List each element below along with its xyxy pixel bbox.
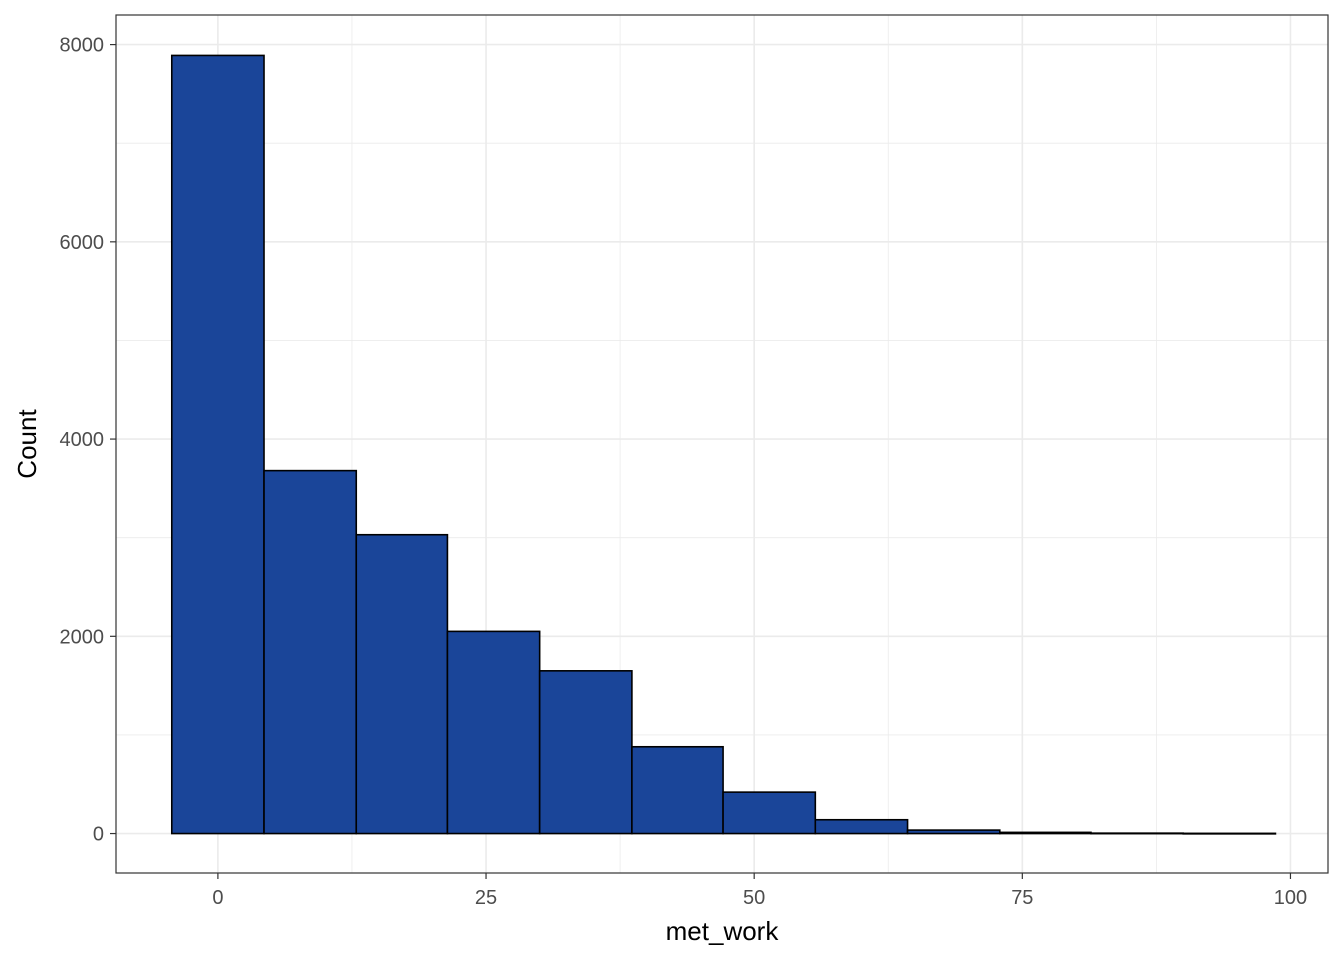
y-axis-title: Count — [12, 409, 42, 479]
x-tick-label: 50 — [743, 887, 765, 909]
histogram-bar-6 — [631, 745, 724, 835]
x-tick-label: 25 — [475, 887, 497, 909]
histogram-bar-12 — [1182, 832, 1277, 835]
histogram-bar-10 — [998, 831, 1092, 835]
y-tick-label: 2000 — [60, 626, 105, 648]
histogram-bar-11 — [1090, 832, 1185, 835]
x-tick-label: 100 — [1274, 887, 1307, 909]
y-tick-label: 8000 — [60, 35, 105, 57]
histogram-bar-2 — [263, 469, 358, 835]
axis-ticks: 0 25 50 75 100 0 2000 4000 6000 8000 — [60, 35, 1308, 909]
x-axis-title: met_work — [666, 916, 780, 946]
y-tick-label: 4000 — [60, 429, 105, 451]
histogram-bars — [170, 54, 1277, 835]
histogram-bar-4 — [446, 630, 541, 835]
histogram-bar-8 — [814, 818, 909, 835]
x-tick-label: 75 — [1011, 887, 1033, 909]
histogram-bar-1 — [170, 54, 265, 835]
histogram-bar-5 — [538, 670, 633, 835]
y-tick-label: 6000 — [60, 232, 105, 254]
y-tick-label: 0 — [93, 824, 104, 846]
histogram-bar-3 — [355, 533, 449, 835]
histogram-bar-9 — [906, 829, 1001, 835]
histogram-bar-7 — [722, 791, 817, 835]
panel-border — [115, 14, 1329, 874]
x-tick-label: 0 — [212, 887, 223, 909]
